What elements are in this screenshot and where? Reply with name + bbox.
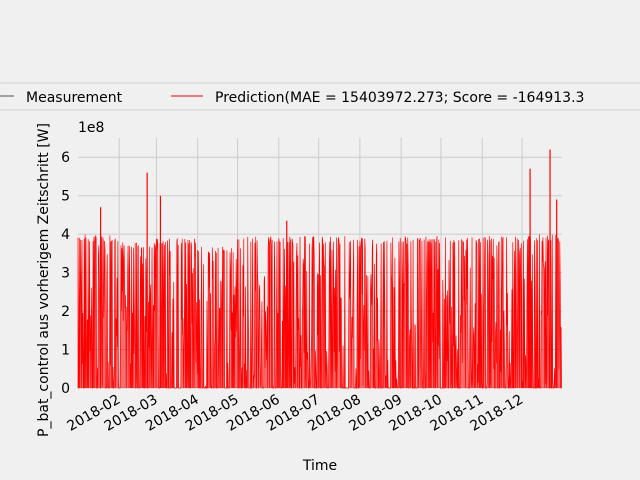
y-tick-label: 2 [61,304,70,320]
legend: Measurement Prediction(MAE = 15403972.27… [0,82,640,111]
prediction-line [77,234,562,389]
y-tick-label: 0 [61,381,70,397]
y-tick-label: 4 [61,227,70,243]
y-scale-label: 1e8 [78,120,104,136]
legend-label-measurement: Measurement [26,90,123,106]
y-tick-label: 5 [61,189,70,205]
y-axis-ticks: 0 1 2 3 4 5 6 [61,150,70,397]
series-prediction [77,149,562,389]
legend-label-prediction: Prediction(MAE = 15403972.273; Score = -… [215,90,584,106]
legend-box [0,82,640,111]
y-tick-label: 1 [61,343,70,359]
y-axis-label: P_bat_control aus vorherigem Zeitschritt… [36,123,52,437]
y-tick-label: 3 [61,266,70,282]
y-tick-label: 6 [61,150,70,166]
x-axis-ticks: 2018-022018-032018-042018-052018-062018-… [65,392,527,435]
x-axis-label: Time [302,458,337,474]
